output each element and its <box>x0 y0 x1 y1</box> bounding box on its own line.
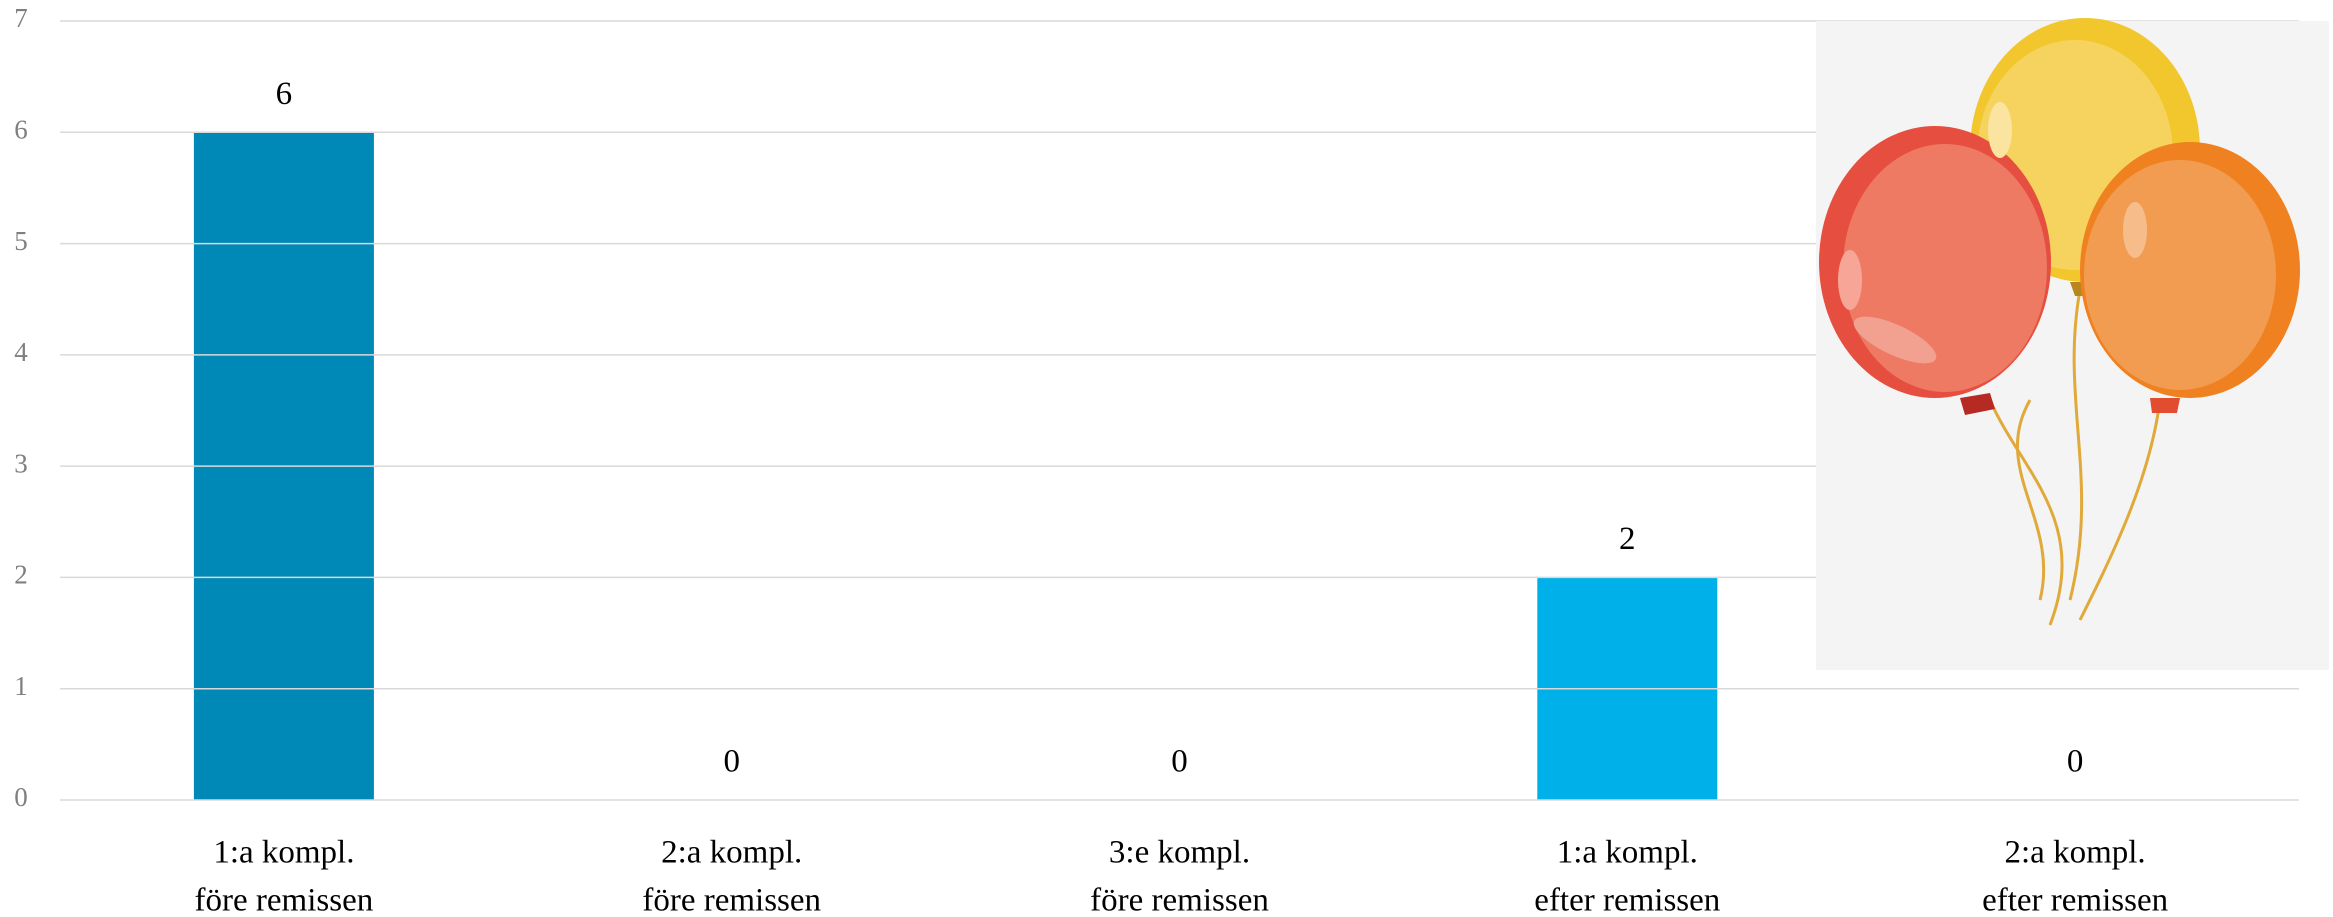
y-tick-label: 2 <box>14 560 28 590</box>
value-label: 0 <box>1171 744 1188 780</box>
y-tick-label: 3 <box>14 448 28 478</box>
x-tick-label: före remissen <box>642 883 821 917</box>
x-tick-label: 1:a kompl. <box>1557 835 1698 871</box>
x-tick-label: efter remissen <box>1534 883 1720 917</box>
y-tick-label: 4 <box>14 337 28 367</box>
y-tick-label: 7 <box>14 3 28 33</box>
y-tick-label: 0 <box>14 782 28 812</box>
x-tick-label: före remissen <box>195 883 374 917</box>
value-label: 0 <box>723 744 740 780</box>
x-tick-label: 3:e kompl. <box>1109 835 1250 871</box>
value-label: 6 <box>276 76 293 112</box>
x-tick-label: 2:a kompl. <box>2005 835 2146 871</box>
x-tick-label: 2:a kompl. <box>661 835 802 871</box>
value-label: 2 <box>1619 521 1636 557</box>
x-tick-label: efter remissen <box>1982 883 2168 917</box>
y-tick-label: 6 <box>14 114 28 144</box>
y-tick-label: 5 <box>14 226 28 256</box>
value-label: 0 <box>2067 744 2084 780</box>
x-tick-label: före remissen <box>1090 883 1269 917</box>
x-tick-label: 1:a kompl. <box>213 835 354 871</box>
balloon-picture <box>1816 18 2329 670</box>
y-tick-label: 1 <box>14 671 28 701</box>
